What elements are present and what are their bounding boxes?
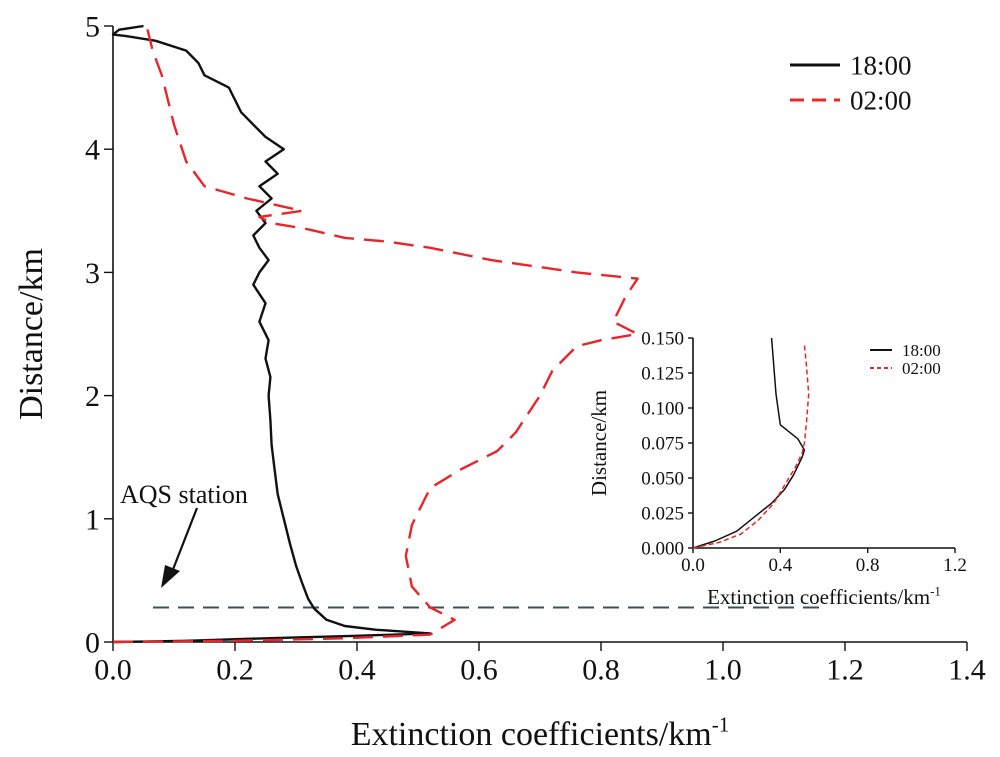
inset-series-line-0200 [692, 344, 810, 549]
main-y-tick-label: 3 [85, 257, 100, 290]
main-x-tick-label: 0.2 [216, 654, 254, 687]
inset-y-tick-label: 0.025 [641, 504, 684, 525]
inset-x-axis-title-text: Extinction coefficients/km [707, 585, 930, 609]
annotation-aqs-station: AQS station [120, 480, 248, 509]
main-legend-label: 18:00 [850, 50, 912, 80]
main-x-tick-label: 0.4 [338, 654, 376, 687]
inset-x-tick-label: 0.0 [681, 555, 705, 576]
inset-x-axis-title: Extinction coefficients/km-1 [707, 584, 941, 609]
main-y-tick-label: 0 [85, 627, 100, 660]
main-x-tick-label: 1.2 [826, 654, 864, 687]
main-y-axis-title: Distance/km [13, 248, 50, 420]
main-y-tick-label: 4 [85, 134, 100, 167]
main-y-tick-label: 5 [85, 11, 100, 44]
inset-x-tick-label: 1.2 [943, 555, 967, 576]
main-y-tick-label: 2 [85, 380, 100, 413]
inset-series-line-1800 [692, 337, 806, 549]
main-x-tick-label: 0.8 [582, 654, 620, 687]
inset-x-tick-label: 0.8 [856, 555, 880, 576]
inset-y-tick-label: 0.150 [641, 329, 684, 350]
main-y-tick-label: 1 [85, 503, 100, 536]
inset-plot: 0.0 0.4 0.8 1.2 0.000 0.025 0.050 0.075 0.100 0.1… [587, 329, 967, 609]
main-x-tick-label: 1.0 [704, 654, 742, 687]
main-x-tick-label: 1.4 [948, 654, 986, 687]
inset-y-axis-title: Distance/km [587, 390, 611, 496]
main-x-tick-label: 0.6 [460, 654, 498, 687]
arrow-head-icon [161, 565, 180, 588]
main-legend-label: 02:00 [850, 85, 912, 115]
inset-y-tick-label: 0.125 [641, 364, 684, 385]
inset-x-axis-title-sup: -1 [930, 584, 941, 599]
annotation-arrow-shaft [170, 507, 199, 573]
main-x-axis-title-text: Extinction coefficients/km [351, 716, 712, 753]
inset-x-tick-label: 0.4 [768, 555, 792, 576]
main-series-line-0200 [112, 25, 639, 644]
inset-y-tick-label: 0.075 [641, 434, 684, 455]
inset-y-tick-label: 0.050 [641, 469, 684, 490]
main-x-axis-title-sup: -1 [712, 712, 730, 736]
inset-y-tick-label: 0.000 [641, 539, 684, 560]
inset-legend-label: 02:00 [902, 359, 941, 378]
inset-legend-label: 18:00 [902, 341, 941, 360]
main-x-axis-title: Extinction coefficients/km-1 [351, 712, 730, 753]
main-series-line-1800 [111, 24, 432, 644]
main-plot: 0.0 0.2 0.4 0.6 0.8 1.0 1.2 1.4 0 1 2 3 4 5 Extinction… [13, 11, 986, 754]
main-x-tick-label: 0.0 [94, 654, 132, 687]
inset-y-tick-label: 0.100 [641, 399, 684, 420]
